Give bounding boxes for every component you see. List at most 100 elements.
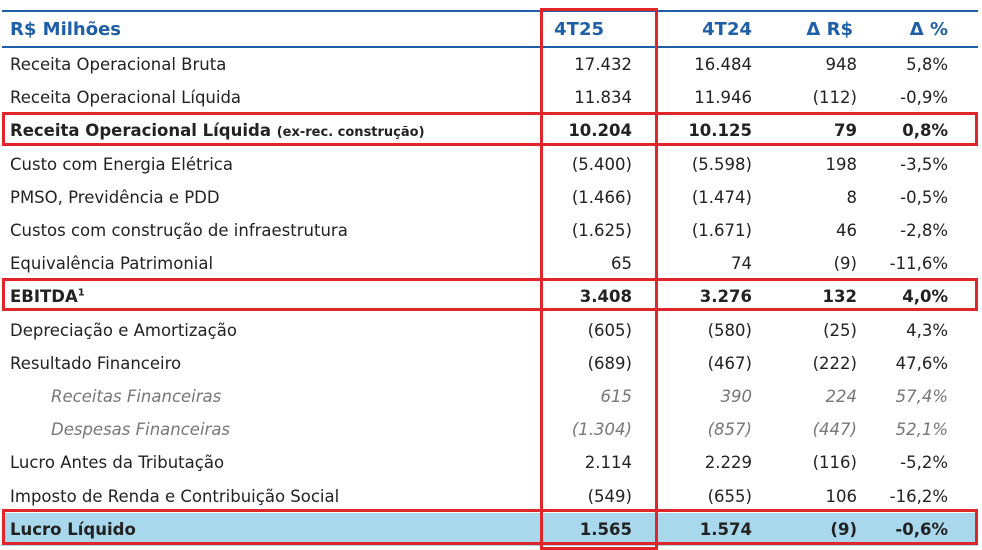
row-label-text: Receita Operacional Bruta [10, 55, 227, 75]
value-delta-rs: (25) [823, 320, 857, 340]
value-delta-rs: (9) [833, 254, 857, 274]
value-delta-pct: 52,1% [895, 420, 948, 440]
row-label-text: Custo com Energia Elétrica [10, 154, 233, 174]
value-delta-rs: (116) [812, 453, 857, 473]
row-label: Resultado Financeiro [2, 354, 532, 373]
header-delta-rs: Δ R$ [806, 18, 853, 40]
header-4t24: 4T24 [702, 18, 752, 40]
row-label: Receita Operacional Líquida (ex-rec. con… [2, 121, 532, 140]
value-4t25: (605) [587, 320, 632, 340]
header-label: R$ Milhões [10, 18, 122, 40]
row-label: Lucro Líquido [2, 520, 532, 539]
row-label-text: Receita Operacional Líquida [10, 88, 242, 108]
table-row: Resultado Financeiro (689) (467) (222) 47,6% [2, 347, 978, 380]
value-delta-rs: 198 [825, 154, 858, 174]
table-body: Receita Operacional Bruta 17.432 16.484 948… [2, 48, 978, 546]
value-delta-rs: (447) [812, 420, 857, 440]
row-label: PMSO, Previdência e PDD [2, 188, 532, 207]
header-4t25: 4T25 [554, 18, 604, 40]
value-4t25: (1.466) [571, 187, 632, 207]
row-label-text: Lucro Líquido [10, 519, 136, 539]
value-delta-rs: 8 [846, 187, 858, 207]
value-delta-pct: 5,8% [906, 55, 948, 75]
footnote-marker: 1 [77, 287, 85, 299]
value-4t25: (1.304) [571, 420, 632, 440]
row-label: Receita Operacional Bruta [2, 55, 532, 74]
row-label: Custo com Energia Elétrica [2, 155, 532, 174]
row-label-text: Resultado Financeiro [10, 353, 182, 373]
value-4t24: (1.671) [691, 221, 752, 241]
value-4t25: (5.400) [571, 154, 632, 174]
value-4t24: 390 [720, 386, 753, 406]
value-4t24: (467) [707, 353, 752, 373]
row-label-text: Depreciação e Amortização [10, 320, 237, 340]
value-delta-pct: -2,8% [900, 221, 948, 241]
row-label: Receitas Financeiras [2, 387, 532, 406]
income-statement-table: R$ Milhões 4T25 4T24 Δ R$ Δ % Receita Op… [2, 10, 978, 546]
table-row: Equivalência Patrimonial 65 74 (9) -11,6% [2, 247, 978, 280]
value-delta-rs: (9) [830, 519, 857, 539]
table-row: Receitas Financeiras 615 390 224 57,4% [2, 380, 978, 413]
value-delta-pct: 0,8% [902, 121, 948, 141]
value-4t25: 2.114 [584, 453, 632, 473]
value-4t25: 10.204 [568, 121, 632, 141]
row-label-text: Equivalência Patrimonial [10, 254, 214, 274]
table-row: Despesas Financeiras (1.304) (857) (447) 52,… [2, 413, 978, 446]
row-label-text: EBITDA [10, 287, 78, 307]
value-4t25: 65 [611, 254, 632, 274]
table-row: Imposto de Renda e Contribuição Social (5… [2, 479, 978, 512]
row-label-text: Receita Operacional Líquida [10, 121, 271, 141]
value-4t25: 3.408 [579, 287, 632, 307]
row-label: Receita Operacional Líquida [2, 88, 532, 107]
value-4t24: 11.946 [694, 88, 752, 108]
value-4t25: (1.625) [571, 221, 632, 241]
value-delta-rs: 224 [825, 386, 858, 406]
value-4t24: 1.574 [699, 519, 752, 539]
row-label: EBITDA1 [2, 287, 532, 306]
table-row: Custos com construção de infraestrutura (… [2, 214, 978, 247]
table-row: EBITDA1 3.408 3.276 132 4,0% [2, 280, 978, 313]
row-label-text: Imposto de Renda e Contribuição Social [10, 486, 340, 506]
table-row: Lucro Antes da Tributação 2.114 2.229 (116)… [2, 446, 978, 479]
value-delta-rs: 46 [836, 221, 857, 241]
row-label-text: Receitas Financeiras [51, 386, 222, 406]
value-4t25: 17.432 [574, 55, 632, 75]
value-delta-rs: 79 [834, 121, 857, 141]
value-delta-pct: -3,5% [900, 154, 948, 174]
row-label: Lucro Antes da Tributação [2, 453, 532, 472]
value-4t24: 74 [731, 254, 752, 274]
value-delta-rs: (222) [812, 353, 857, 373]
table-row: Receita Operacional Líquida 11.834 11.946 (… [2, 81, 978, 114]
value-delta-pct: -0,6% [895, 519, 948, 539]
header-delta-pct: Δ % [909, 18, 948, 40]
value-4t24: (857) [707, 420, 752, 440]
value-4t25: 11.834 [574, 88, 632, 108]
row-label-text: Custos com construção de infraestrutura [10, 221, 348, 241]
value-delta-pct: 57,4% [895, 386, 948, 406]
value-4t25: (549) [587, 486, 632, 506]
value-4t24: 16.484 [694, 55, 752, 75]
value-4t24: (580) [707, 320, 752, 340]
row-label: Equivalência Patrimonial [2, 254, 532, 273]
table-row: Depreciação e Amortização (605) (580) (25) 4… [2, 314, 978, 347]
row-label: Depreciação e Amortização [2, 321, 532, 340]
row-label-text: Despesas Financeiras [51, 420, 231, 440]
value-delta-pct: 4,3% [906, 320, 948, 340]
value-delta-rs: 948 [825, 55, 858, 75]
value-4t25: (689) [587, 353, 632, 373]
row-note: (ex-rec. construção) [276, 125, 425, 141]
value-4t24: 2.229 [704, 453, 752, 473]
value-4t24: 3.276 [699, 287, 752, 307]
value-delta-pct: -5,2% [900, 453, 948, 473]
value-delta-pct: 4,0% [902, 287, 948, 307]
row-label-text: Lucro Antes da Tributação [10, 453, 225, 473]
value-4t24: (5.598) [691, 154, 752, 174]
table-row: Lucro Líquido 1.565 1.574 (9) -0,6% [2, 512, 978, 546]
value-delta-rs: 132 [822, 287, 857, 307]
value-delta-pct: -0,5% [900, 187, 948, 207]
table-row: Receita Operacional Líquida (ex-rec. con… [2, 114, 978, 147]
row-label: Despesas Financeiras [2, 420, 532, 439]
value-4t24: (1.474) [691, 187, 752, 207]
value-4t25: 615 [600, 386, 633, 406]
table-row: PMSO, Previdência e PDD (1.466) (1.474) 8 -0… [2, 181, 978, 214]
